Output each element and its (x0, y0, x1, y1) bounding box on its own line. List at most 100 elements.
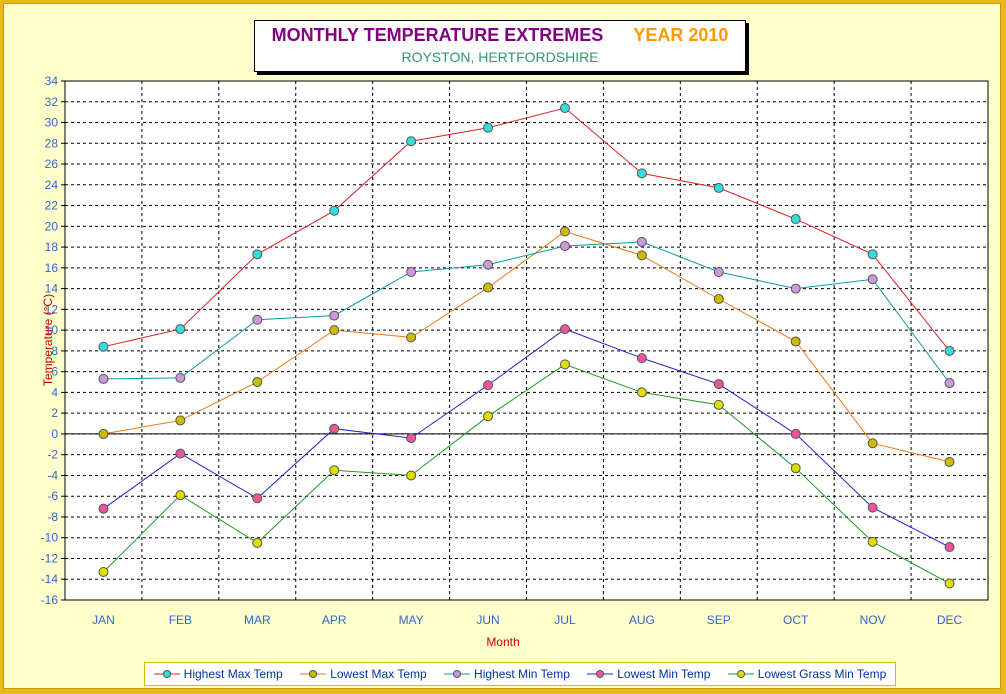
legend-label: Lowest Grass Min Temp (757, 667, 887, 681)
x-tick-label: JUL (554, 613, 576, 627)
y-tick-label: -16 (41, 593, 59, 607)
y-tick-label: 16 (45, 261, 59, 275)
legend-label: Highest Min Temp (474, 667, 570, 681)
data-point-0 (867, 249, 878, 260)
series-line-2 (103, 241, 950, 384)
legend-item: Highest Max Temp (153, 667, 283, 681)
legend-label: Highest Max Temp (183, 667, 283, 681)
data-point-4 (329, 465, 340, 476)
data-point-0 (98, 341, 109, 352)
chart-subtitle: ROYSTON, HERTFORDSHIRE (401, 49, 599, 65)
data-point-2 (483, 259, 494, 270)
data-point-2 (867, 274, 878, 285)
legend-item: Lowest Grass Min Temp (727, 667, 887, 681)
x-tick-label: FEB (169, 613, 192, 627)
y-tick-label: 0 (51, 427, 58, 441)
x-tick-label: APR (322, 613, 347, 627)
x-tick-label: MAY (399, 613, 424, 627)
y-tick-label: 30 (45, 116, 59, 130)
legend-marker-icon (300, 670, 327, 678)
data-point-3 (98, 503, 109, 514)
y-tick-label: -6 (47, 489, 58, 503)
x-tick-label: MAR (244, 613, 271, 627)
data-point-0 (483, 122, 494, 133)
data-point-1 (483, 282, 494, 293)
y-tick-label: 24 (45, 178, 59, 192)
y-tick-label: 18 (45, 240, 59, 254)
y-tick-label: 4 (51, 385, 58, 399)
y-tick-label: -8 (47, 510, 58, 524)
x-tick-label: OCT (783, 613, 809, 627)
y-tick-label: 34 (45, 74, 59, 88)
data-point-0 (713, 182, 724, 193)
series-line-1 (103, 230, 950, 463)
y-tick-label: 26 (45, 157, 59, 171)
y-tick-label: -2 (47, 448, 58, 462)
legend-marker-icon (587, 670, 614, 678)
y-axis-label: Temperature (°C) (41, 293, 56, 387)
data-point-3 (175, 448, 186, 459)
data-point-4 (559, 359, 570, 370)
x-axis-label: Month (486, 635, 520, 649)
data-point-4 (867, 536, 878, 547)
data-point-4 (636, 387, 647, 398)
data-point-2 (790, 283, 801, 294)
y-tick-label: 20 (45, 219, 59, 233)
data-point-0 (175, 324, 186, 335)
y-tick-label: 2 (51, 406, 58, 420)
data-point-0 (790, 214, 801, 225)
data-point-1 (329, 325, 340, 336)
series-line-0 (103, 107, 950, 352)
title-box: MONTHLY TEMPERATURE EXTREMES YEAR 2010 RO… (254, 20, 746, 72)
data-point-3 (867, 502, 878, 513)
data-point-4 (944, 578, 955, 589)
legend-marker-icon (153, 670, 180, 678)
data-point-3 (252, 493, 263, 504)
plot-border (64, 80, 989, 601)
data-point-0 (329, 205, 340, 216)
data-point-2 (252, 314, 263, 325)
data-point-1 (713, 293, 724, 304)
data-point-3 (559, 324, 570, 335)
y-tick-label: -10 (41, 531, 59, 545)
legend-item: Highest Min Temp (444, 667, 570, 681)
data-point-0 (636, 168, 647, 179)
x-tick-label: DEC (937, 613, 963, 627)
data-point-4 (175, 490, 186, 501)
y-tick-label: 32 (45, 95, 59, 109)
legend-label: Lowest Max Temp (330, 667, 427, 681)
y-tick-label: 12 (45, 302, 59, 316)
data-point-2 (713, 266, 724, 277)
data-point-4 (406, 470, 417, 481)
data-point-3 (944, 542, 955, 553)
y-tick-label: 8 (51, 344, 58, 358)
data-point-1 (790, 336, 801, 347)
y-tick-label: -12 (41, 551, 59, 565)
data-point-1 (559, 226, 570, 237)
legend-item: Lowest Min Temp (587, 667, 710, 681)
legend-label: Lowest Min Temp (617, 667, 711, 681)
x-tick-label: SEP (707, 613, 731, 627)
data-point-4 (252, 537, 263, 548)
series-line-3 (103, 328, 950, 548)
series-line-4 (103, 363, 950, 584)
data-point-0 (252, 249, 263, 260)
y-tick-label: 14 (45, 282, 59, 296)
data-point-1 (98, 428, 109, 439)
data-point-2 (175, 372, 186, 383)
data-point-1 (406, 332, 417, 343)
data-point-2 (98, 373, 109, 384)
legend-marker-icon (444, 670, 471, 678)
title-line: MONTHLY TEMPERATURE EXTREMES YEAR 2010 (255, 25, 745, 46)
data-point-3 (713, 379, 724, 390)
data-point-0 (559, 102, 570, 113)
data-point-1 (252, 377, 263, 388)
data-point-3 (483, 380, 494, 391)
x-tick-label: JUN (476, 613, 499, 627)
data-point-0 (406, 136, 417, 147)
data-point-4 (483, 411, 494, 422)
data-point-3 (790, 428, 801, 439)
data-point-4 (713, 399, 724, 410)
y-tick-label: 10 (45, 323, 59, 337)
